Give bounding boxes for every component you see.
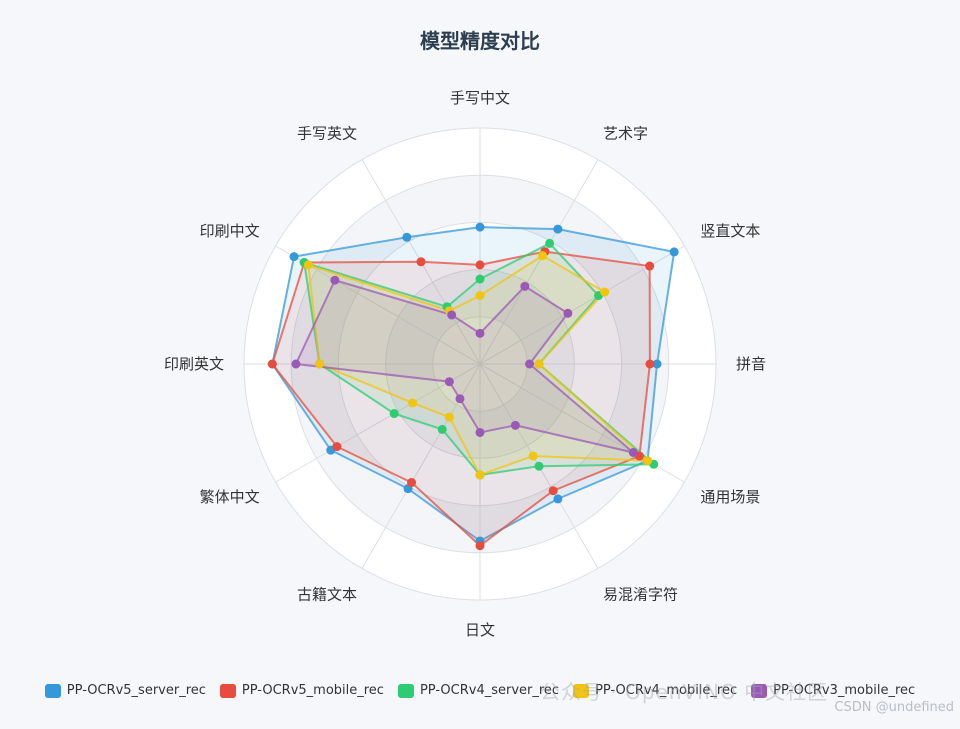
legend-item[interactable]: PP-OCRv3_mobile_rec bbox=[751, 683, 915, 698]
axis-label: 通用场景 bbox=[700, 488, 760, 506]
data-point bbox=[402, 232, 412, 242]
axis-label: 易混淆字符 bbox=[603, 585, 678, 603]
data-point bbox=[267, 359, 277, 369]
data-point bbox=[520, 281, 530, 291]
data-point bbox=[408, 398, 418, 408]
data-point bbox=[645, 359, 655, 369]
data-point bbox=[600, 287, 610, 297]
data-point bbox=[475, 470, 485, 480]
legend-label: PP-OCRv4_server_rec bbox=[419, 683, 560, 698]
data-point bbox=[510, 420, 520, 430]
legend-swatch bbox=[573, 683, 590, 698]
data-point bbox=[475, 274, 485, 284]
data-point bbox=[444, 412, 454, 422]
data-point bbox=[563, 308, 573, 318]
legend-swatch bbox=[219, 683, 236, 698]
data-point bbox=[669, 247, 679, 257]
watermark-account: 公众号 · OpenVINO 中文社区 bbox=[540, 680, 829, 704]
data-point bbox=[475, 541, 485, 551]
data-point bbox=[475, 328, 485, 338]
data-point bbox=[416, 257, 426, 267]
legend-label: PP-OCRv5_mobile_rec bbox=[241, 683, 384, 698]
chart-title: 模型精度对比 bbox=[420, 29, 540, 53]
grid-spoke bbox=[479, 159, 599, 365]
axis-label: 艺术字 bbox=[603, 125, 648, 143]
data-point bbox=[553, 224, 563, 234]
data-point bbox=[389, 409, 399, 419]
data-point bbox=[475, 427, 485, 437]
legend-label: PP-OCRv3_mobile_rec bbox=[773, 683, 916, 698]
legend-label: PP-OCRv5_server_rec bbox=[66, 683, 206, 698]
axis-label: 古籍文本 bbox=[297, 585, 357, 603]
data-point bbox=[437, 424, 447, 434]
data-point bbox=[645, 261, 655, 271]
data-point bbox=[291, 359, 301, 369]
legend-swatch bbox=[44, 683, 61, 698]
data-point bbox=[538, 251, 548, 261]
legend-item[interactable]: PP-OCRv4_server_rec bbox=[397, 683, 560, 698]
axis-label: 手写中文 bbox=[450, 89, 510, 107]
data-point bbox=[315, 359, 325, 369]
data-point bbox=[475, 222, 485, 232]
data-point bbox=[455, 394, 465, 404]
axis-label: 日文 bbox=[465, 621, 495, 639]
legend-swatch bbox=[397, 683, 414, 698]
data-point bbox=[534, 359, 544, 369]
axis-label: 竖直文本 bbox=[700, 222, 760, 240]
data-point bbox=[289, 252, 299, 262]
axis-label: 印刷英文 bbox=[164, 355, 224, 373]
data-point bbox=[628, 448, 638, 457]
legend-item[interactable]: PP-OCRv4_mobile_rec bbox=[573, 683, 737, 698]
data-point bbox=[534, 461, 544, 471]
data-point bbox=[330, 275, 340, 285]
data-point bbox=[407, 478, 417, 488]
axis-label: 印刷中文 bbox=[200, 222, 260, 240]
legend-item[interactable]: PP-OCRv5_server_rec bbox=[44, 683, 206, 698]
data-point bbox=[525, 359, 535, 369]
data-point bbox=[475, 291, 485, 301]
legend-swatch bbox=[751, 683, 768, 698]
data-point bbox=[553, 494, 563, 504]
data-point bbox=[447, 310, 457, 320]
data-point bbox=[545, 238, 555, 248]
axis-label: 拼音 bbox=[736, 355, 766, 373]
data-point bbox=[548, 486, 558, 496]
watermark-csdn: CSDN @undefined bbox=[834, 700, 954, 715]
data-point bbox=[303, 260, 313, 270]
legend: PP-OCRv5_server_rec PP-OCRv5_mobile_rec PP… bbox=[0, 683, 960, 698]
axis-label: 手写英文 bbox=[297, 125, 357, 143]
data-point bbox=[652, 359, 662, 369]
legend-label: PP-OCRv4_mobile_rec bbox=[595, 683, 738, 698]
data-point bbox=[528, 451, 538, 461]
axis-label: 繁体中文 bbox=[200, 488, 260, 506]
radar-series bbox=[267, 222, 679, 551]
data-point bbox=[444, 377, 454, 387]
data-point bbox=[332, 442, 342, 452]
data-point bbox=[643, 456, 653, 466]
data-point bbox=[475, 260, 485, 270]
legend-item[interactable]: PP-OCRv5_mobile_rec bbox=[219, 683, 384, 698]
